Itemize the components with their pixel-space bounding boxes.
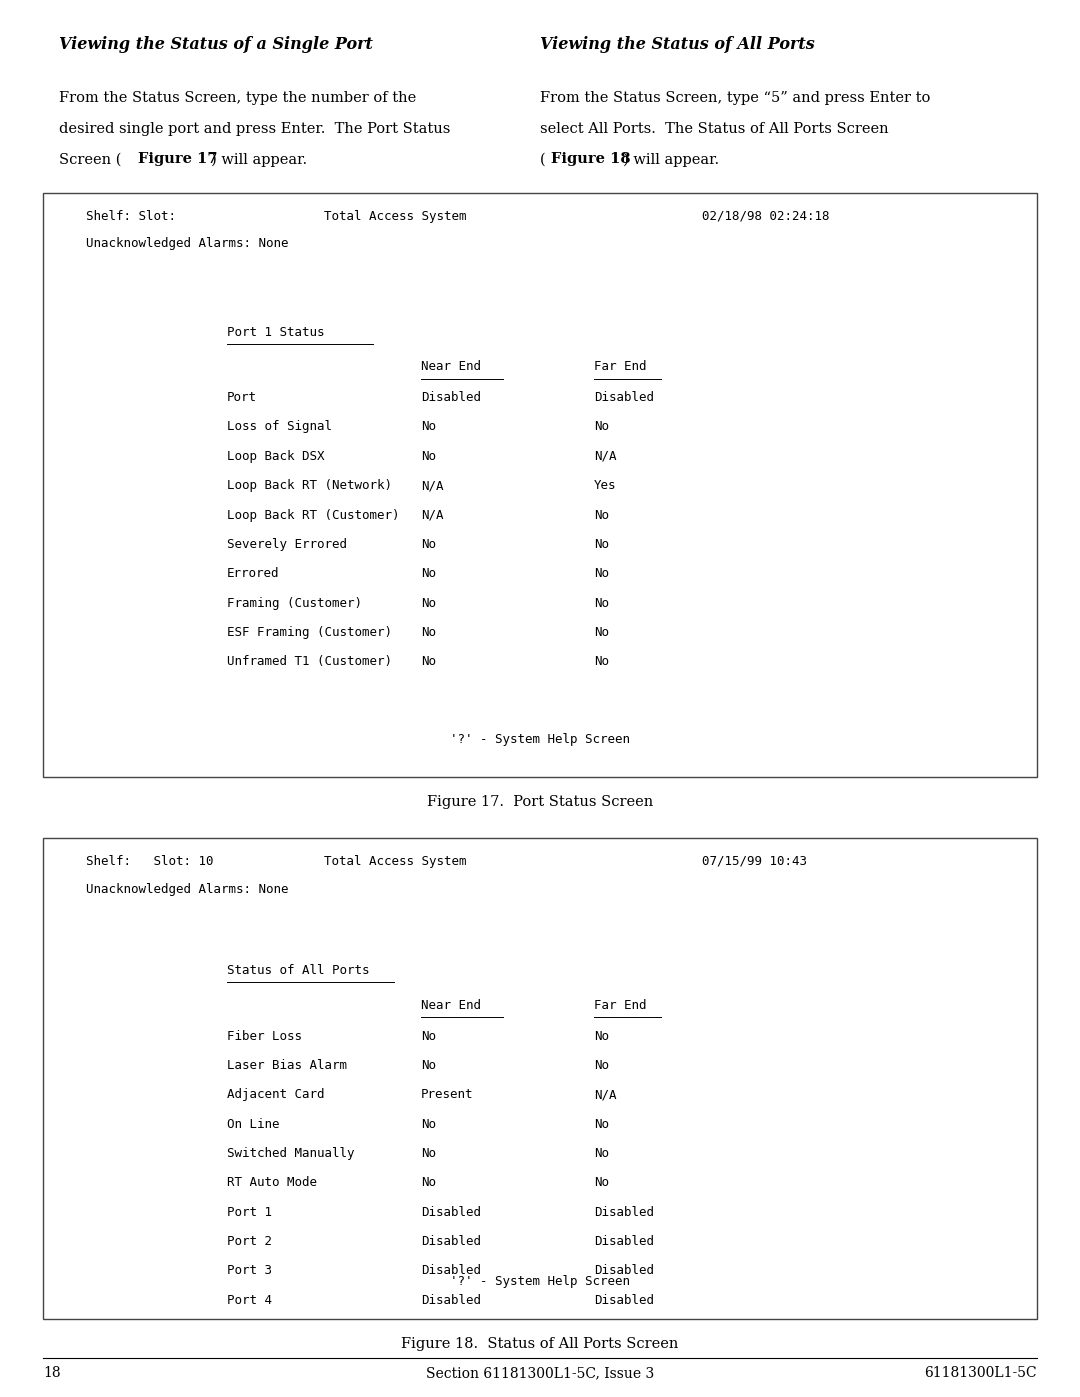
Text: No: No	[421, 538, 436, 550]
Text: Disabled: Disabled	[594, 1264, 654, 1277]
Text: N/A: N/A	[594, 1088, 617, 1101]
Text: Disabled: Disabled	[421, 391, 482, 404]
FancyBboxPatch shape	[43, 193, 1037, 777]
Text: Far End: Far End	[594, 999, 647, 1011]
Text: No: No	[594, 655, 609, 668]
Text: 07/15/99 10:43: 07/15/99 10:43	[702, 855, 807, 868]
Text: Loop Back RT (Customer): Loop Back RT (Customer)	[227, 509, 400, 521]
Text: No: No	[421, 1176, 436, 1189]
Text: Total Access System: Total Access System	[324, 210, 467, 222]
Text: No: No	[594, 1118, 609, 1130]
Text: Section 61181300L1-5C, Issue 3: Section 61181300L1-5C, Issue 3	[426, 1366, 654, 1380]
Text: No: No	[594, 1147, 609, 1160]
Text: Figure 17.  Port Status Screen: Figure 17. Port Status Screen	[427, 795, 653, 809]
Text: Disabled: Disabled	[421, 1294, 482, 1306]
Text: 61181300L1-5C: 61181300L1-5C	[924, 1366, 1037, 1380]
Text: On Line: On Line	[227, 1118, 280, 1130]
Text: ) will appear.: ) will appear.	[623, 152, 719, 166]
Text: Severely Errored: Severely Errored	[227, 538, 347, 550]
Text: desired single port and press Enter.  The Port Status: desired single port and press Enter. The…	[59, 122, 450, 136]
Text: Shelf:   Slot: 10: Shelf: Slot: 10	[86, 855, 214, 868]
Text: Disabled: Disabled	[594, 1206, 654, 1218]
Text: Loop Back RT (Network): Loop Back RT (Network)	[227, 479, 392, 492]
Text: No: No	[594, 509, 609, 521]
Text: 18: 18	[43, 1366, 60, 1380]
Text: Total Access System: Total Access System	[324, 855, 467, 868]
Text: '?' - System Help Screen: '?' - System Help Screen	[450, 1275, 630, 1288]
Text: Port: Port	[227, 391, 257, 404]
Text: No: No	[421, 655, 436, 668]
Text: No: No	[421, 1030, 436, 1042]
Text: Disabled: Disabled	[594, 1235, 654, 1248]
Text: Port 3: Port 3	[227, 1264, 272, 1277]
Text: No: No	[594, 1176, 609, 1189]
Text: Laser Bias Alarm: Laser Bias Alarm	[227, 1059, 347, 1071]
Text: No: No	[594, 538, 609, 550]
Text: Figure 18: Figure 18	[551, 152, 631, 166]
Text: Yes: Yes	[594, 479, 617, 492]
Text: Disabled: Disabled	[594, 1294, 654, 1306]
Text: Port 4: Port 4	[227, 1294, 272, 1306]
Text: '?' - System Help Screen: '?' - System Help Screen	[450, 733, 630, 746]
Text: Near End: Near End	[421, 999, 482, 1011]
Text: Switched Manually: Switched Manually	[227, 1147, 354, 1160]
Text: No: No	[594, 597, 609, 609]
Text: Figure 18.  Status of All Ports Screen: Figure 18. Status of All Ports Screen	[402, 1337, 678, 1351]
Text: No: No	[594, 1030, 609, 1042]
Text: N/A: N/A	[421, 509, 444, 521]
Text: No: No	[421, 1118, 436, 1130]
Text: (: (	[540, 152, 545, 166]
Text: From the Status Screen, type “5” and press Enter to: From the Status Screen, type “5” and pre…	[540, 91, 930, 105]
Text: ) will appear.: ) will appear.	[211, 152, 307, 166]
Text: Errored: Errored	[227, 567, 280, 580]
Text: Status of All Ports: Status of All Ports	[227, 964, 369, 977]
Text: Loop Back DSX: Loop Back DSX	[227, 450, 324, 462]
Text: Viewing the Status of a Single Port: Viewing the Status of a Single Port	[59, 36, 374, 53]
Text: No: No	[421, 567, 436, 580]
Text: N/A: N/A	[594, 450, 617, 462]
Text: Port 2: Port 2	[227, 1235, 272, 1248]
Text: Disabled: Disabled	[421, 1235, 482, 1248]
Text: No: No	[594, 420, 609, 433]
Text: Unacknowledged Alarms: None: Unacknowledged Alarms: None	[86, 883, 289, 895]
Text: Disabled: Disabled	[421, 1206, 482, 1218]
Text: Far End: Far End	[594, 360, 647, 373]
Text: Unframed T1 (Customer): Unframed T1 (Customer)	[227, 655, 392, 668]
Text: Disabled: Disabled	[594, 391, 654, 404]
Text: Near End: Near End	[421, 360, 482, 373]
Text: select All Ports.  The Status of All Ports Screen: select All Ports. The Status of All Port…	[540, 122, 889, 136]
Text: Screen (: Screen (	[59, 152, 122, 166]
Text: No: No	[421, 420, 436, 433]
Text: Viewing the Status of All Ports: Viewing the Status of All Ports	[540, 36, 814, 53]
Text: No: No	[421, 597, 436, 609]
Text: Shelf: Slot:: Shelf: Slot:	[86, 210, 176, 222]
Text: No: No	[594, 626, 609, 638]
Text: Fiber Loss: Fiber Loss	[227, 1030, 301, 1042]
Text: No: No	[594, 1059, 609, 1071]
Text: N/A: N/A	[421, 479, 444, 492]
Text: Present: Present	[421, 1088, 474, 1101]
Text: ESF Framing (Customer): ESF Framing (Customer)	[227, 626, 392, 638]
Text: Framing (Customer): Framing (Customer)	[227, 597, 362, 609]
Text: 02/18/98 02:24:18: 02/18/98 02:24:18	[702, 210, 829, 222]
Text: RT Auto Mode: RT Auto Mode	[227, 1176, 316, 1189]
Text: Port 1 Status: Port 1 Status	[227, 326, 324, 338]
Text: No: No	[421, 450, 436, 462]
Text: No: No	[421, 1147, 436, 1160]
Text: Unacknowledged Alarms: None: Unacknowledged Alarms: None	[86, 237, 289, 250]
Text: No: No	[421, 626, 436, 638]
Text: Port 1: Port 1	[227, 1206, 272, 1218]
FancyBboxPatch shape	[43, 838, 1037, 1319]
Text: Loss of Signal: Loss of Signal	[227, 420, 332, 433]
Text: Adjacent Card: Adjacent Card	[227, 1088, 324, 1101]
Text: No: No	[594, 567, 609, 580]
Text: From the Status Screen, type the number of the: From the Status Screen, type the number …	[59, 91, 417, 105]
Text: Figure 17: Figure 17	[138, 152, 218, 166]
Text: No: No	[421, 1059, 436, 1071]
Text: Disabled: Disabled	[421, 1264, 482, 1277]
